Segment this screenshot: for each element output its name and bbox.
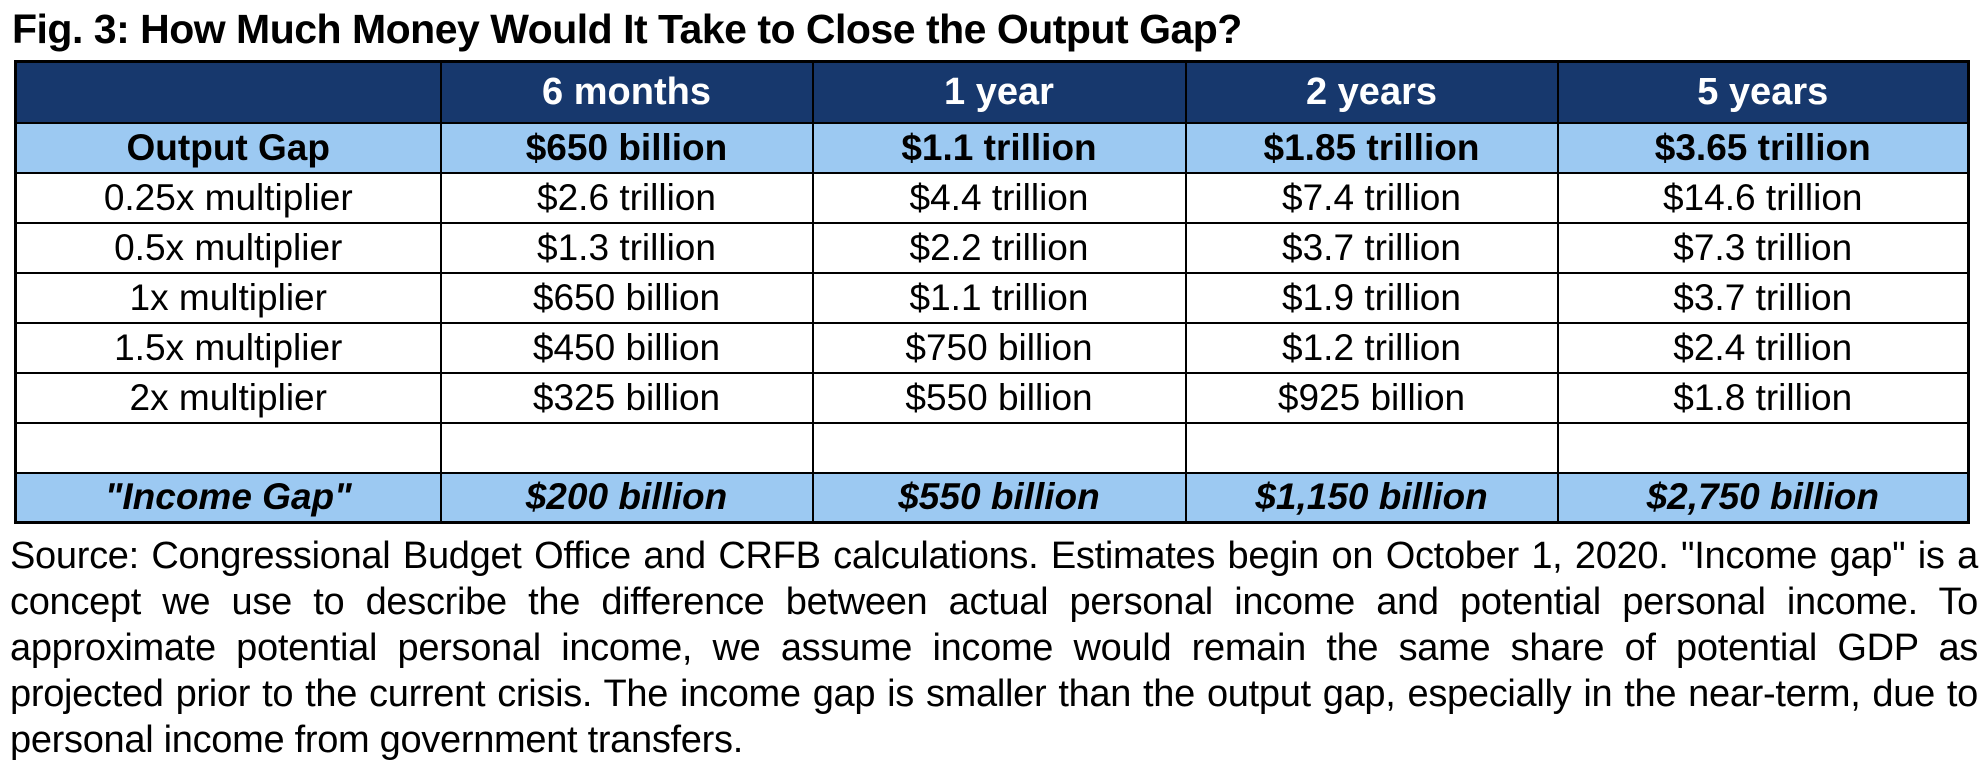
- row-label: 0.5x multiplier: [14, 221, 442, 274]
- data-cell: [1556, 421, 1970, 474]
- data-cell: [811, 421, 1187, 474]
- row-label: Output Gap: [14, 121, 442, 174]
- data-cell: $2.4 trillion: [1556, 321, 1970, 374]
- data-cell: $4.4 trillion: [811, 171, 1187, 224]
- data-cell: $3.7 trillion: [1556, 271, 1970, 324]
- table-row-2x: 2x multiplier $325 billion $550 billion …: [14, 371, 1970, 424]
- figure-title: Fig. 3: How Much Money Would It Take to …: [12, 6, 1242, 52]
- data-cell: $1,150 billion: [1184, 471, 1559, 524]
- data-cell: $1.8 trillion: [1556, 371, 1970, 424]
- table-row-1x: 1x multiplier $650 billion $1.1 trillion…: [14, 271, 1970, 324]
- table-row-output-gap: Output Gap $650 billion $1.1 trillion $1…: [14, 121, 1970, 174]
- row-label: "Income Gap": [14, 471, 442, 524]
- data-cell: $550 billion: [811, 471, 1187, 524]
- table-row-025x: 0.25x multiplier $2.6 trillion $4.4 tril…: [14, 171, 1970, 224]
- data-cell: $2,750 billion: [1556, 471, 1970, 524]
- row-label: [14, 421, 442, 474]
- data-cell: [439, 421, 814, 474]
- data-cell: [1184, 421, 1559, 474]
- row-label: 0.25x multiplier: [14, 171, 442, 224]
- data-cell: $1.1 trillion: [811, 271, 1187, 324]
- data-cell: $2.6 trillion: [439, 171, 814, 224]
- data-cell: $1.2 trillion: [1184, 321, 1559, 374]
- column-header-6-months: 6 months: [439, 60, 814, 124]
- source-note: Source: Congressional Budget Office and …: [10, 535, 1978, 762]
- data-cell: $7.4 trillion: [1184, 171, 1559, 224]
- data-cell: $14.6 trillion: [1556, 171, 1970, 224]
- data-cell: $925 billion: [1184, 371, 1559, 424]
- column-header-2-years: 2 years: [1184, 60, 1559, 124]
- column-header-1-year: 1 year: [811, 60, 1187, 124]
- table-row-05x: 0.5x multiplier $1.3 trillion $2.2 trill…: [14, 221, 1970, 274]
- data-cell: $1.3 trillion: [439, 221, 814, 274]
- data-cell: $550 billion: [811, 371, 1187, 424]
- data-cell: $7.3 trillion: [1556, 221, 1970, 274]
- data-cell: $1.85 trillion: [1184, 121, 1559, 174]
- row-label: 2x multiplier: [14, 371, 442, 424]
- data-cell: $200 billion: [439, 471, 814, 524]
- data-cell: $650 billion: [439, 271, 814, 324]
- data-cell: $1.1 trillion: [811, 121, 1187, 174]
- data-cell: $3.7 trillion: [1184, 221, 1559, 274]
- header-row: 6 months 1 year 2 years 5 years: [14, 60, 1970, 124]
- table-row-spacer: [14, 421, 1970, 474]
- data-cell: $325 billion: [439, 371, 814, 424]
- column-header-blank: [14, 60, 442, 124]
- data-cell: $2.2 trillion: [811, 221, 1187, 274]
- row-label: 1.5x multiplier: [14, 321, 442, 374]
- data-cell: $3.65 trillion: [1556, 121, 1970, 174]
- data-cell: $750 billion: [811, 321, 1187, 374]
- data-cell: $450 billion: [439, 321, 814, 374]
- row-label: 1x multiplier: [14, 271, 442, 324]
- column-header-5-years: 5 years: [1556, 60, 1970, 124]
- table-row-15x: 1.5x multiplier $450 billion $750 billio…: [14, 321, 1970, 374]
- table-row-income-gap: "Income Gap" $200 billion $550 billion $…: [14, 471, 1970, 524]
- data-cell: $650 billion: [439, 121, 814, 174]
- data-cell: $1.9 trillion: [1184, 271, 1559, 324]
- output-gap-table: 6 months 1 year 2 years 5 years Output G…: [14, 60, 1970, 525]
